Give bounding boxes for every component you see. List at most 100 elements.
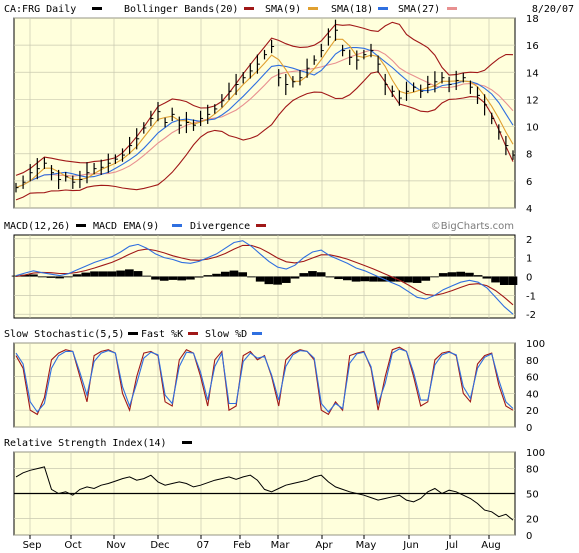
macd-label: MACD(12,26) [4,221,70,232]
stoch-y-tick-label: 60 [526,373,539,384]
price-y-tick-label: 6 [526,177,532,188]
divergence-bar [151,276,160,280]
rsi-y-tick-label: 0 [526,531,532,542]
price-panel: 4 6 8 10 12 14 16 18 [13,14,539,215]
bollinger-label: Bollinger Bands(20) [124,4,238,15]
divergence-bar [430,276,439,278]
macd-panel: 2 1 0 -1 -2 [11,234,536,321]
divergence-bar [482,276,492,279]
rsi-label: Relative Strength Index(14) [4,438,167,449]
macd-swatch [76,224,86,227]
bollinger-lower-line [15,71,514,201]
divergence-bar [177,276,186,281]
rsi-swatch [182,441,192,444]
bollinger-upper-line [15,21,514,176]
sma27-line [15,49,514,189]
divergence-bar [90,271,99,277]
divergence-bar [386,276,396,282]
price-y-tick-label: 18 [526,14,539,25]
fast-k-swatch [188,332,198,335]
x-tick-label: Nov [106,540,126,551]
x-tick-label: Apr [315,540,333,551]
divergence-bar [299,273,309,277]
rsi-panel: 100 80 50 20 0 [13,448,545,542]
divergence-bar [508,276,518,285]
divergence-bar [186,276,195,280]
divergence-bar [125,269,134,277]
macd-y-tick-label: 2 [526,235,532,246]
divergence-bar [273,276,282,285]
divergence-bar [142,275,152,277]
price-header: CA:FRG Daily Bollinger Bands(20) SMA(9) … [4,4,574,15]
rsi-y-tick-label: 20 [526,514,539,525]
x-tick-label: Aug [481,540,501,551]
divergence-bar [325,276,335,278]
price-y-tick-label: 10 [526,123,539,134]
stoch-y-tick-label: 0 [526,423,532,434]
divergence-bar [465,272,474,277]
sma18-label: SMA(18) [331,4,373,15]
divergence-bar [316,272,326,277]
x-tick-label: Jun [402,540,419,551]
divergence-bar [107,271,117,277]
stoch-y-tick-label: 40 [526,389,539,400]
watermark: ©BigCharts.com [431,221,514,232]
x-tick-label: Dec [150,540,169,551]
x-tick-label: Sep [23,540,42,551]
macd-line [15,240,514,315]
x-tick-label: May [356,540,377,551]
macd-y-tick-label: -1 [526,291,536,302]
divergence-swatch [256,224,266,227]
divergence-bar [369,276,378,282]
divergence-bar [360,276,370,282]
divergence-bar [168,276,178,280]
rsi-y-tick-label: 50 [526,490,539,501]
divergence-bar [473,275,483,277]
rsi-header: Relative Strength Index(14) [4,438,192,449]
divergence-label: Divergence [190,221,250,232]
divergence-bar [421,276,431,281]
divergence-bar [491,276,500,283]
sma9-swatch [308,7,318,10]
stoch-y-tick-label: 20 [526,406,539,417]
x-tick-label: Oct [64,540,81,551]
divergence-bar [395,276,404,282]
x-tick-label: Feb [233,540,251,551]
x-tick-label: 07 [197,540,210,551]
slow-d-swatch [252,332,262,335]
x-tick-label: Mar [271,540,291,551]
divergence-bar [238,272,248,277]
divergence-bar [377,276,387,282]
macd-y-tick-label: -2 [526,310,536,321]
divergence-bar [412,276,422,283]
divergence-bar [229,270,239,277]
price-y-tick-label: 14 [526,68,539,79]
sma27-swatch [447,7,457,10]
divergence-bar [116,270,125,277]
stochastic-header: Slow Stochastic(5,5) Fast %K Slow %D [4,329,262,340]
macd-header: MACD(12,26) MACD EMA(9) Divergence ©BigC… [4,221,514,232]
stoch-y-tick-label: 80 [526,356,539,367]
divergence-bar [29,274,38,277]
divergence-bar [55,276,64,279]
divergence-bar [447,272,457,277]
divergence-bar [499,276,509,285]
macd-ema-line [15,244,514,306]
divergence-bar [81,272,91,277]
divergence-bar [351,276,361,282]
divergence-bar [308,271,317,277]
divergence-bar [290,276,300,279]
divergence-bar [247,276,256,278]
chart-date: 8/20/07 [532,4,574,15]
price-y-tick-label: 4 [526,204,532,215]
divergence-bar [37,276,47,278]
rsi-y-tick-label: 100 [526,448,545,459]
x-tick-label: Jul [445,540,458,551]
sma27-label: SMA(27) [398,4,440,15]
rsi-line [15,466,514,521]
macd-y-tick-label: 1 [526,254,532,265]
sma9-label: SMA(9) [265,4,301,15]
slow-d-label: Slow %D [205,329,247,340]
sma18-swatch [378,7,388,10]
